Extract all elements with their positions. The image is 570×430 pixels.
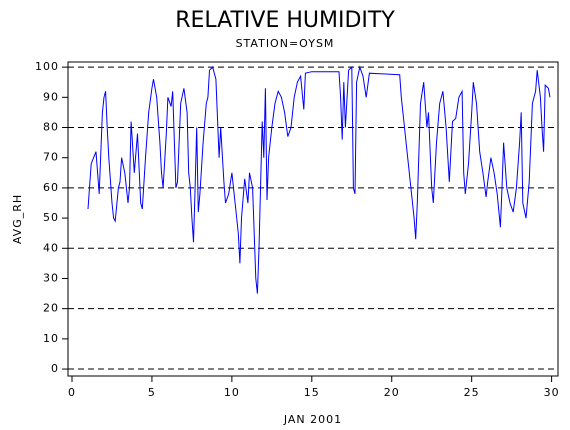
x-tick-label: 25 xyxy=(464,386,480,399)
y-tick-label: 60 xyxy=(43,181,59,194)
x-tick-label: 10 xyxy=(224,386,240,399)
chart-subtitle: STATION=OYSM xyxy=(236,37,335,50)
x-tick-label: 15 xyxy=(304,386,320,399)
y-tick-label: 10 xyxy=(43,332,59,345)
y-tick-label: 100 xyxy=(35,60,59,73)
x-axis-label: JAN 2001 xyxy=(283,413,342,426)
y-tick-label: 0 xyxy=(51,362,59,375)
x-tick-label: 20 xyxy=(384,386,400,399)
x-tick-label: 30 xyxy=(544,386,560,399)
x-tick-label: 0 xyxy=(68,386,76,399)
y-tick-label: 40 xyxy=(43,241,59,254)
x-tick-label: 5 xyxy=(148,386,156,399)
plot-frame xyxy=(67,61,559,377)
y-tick-label: 70 xyxy=(43,151,59,164)
y-tick-label: 20 xyxy=(43,302,59,315)
chart-title: RELATIVE HUMIDITY xyxy=(175,8,395,33)
y-axis-label: AVG_RH xyxy=(11,194,24,244)
y-tick-label: 90 xyxy=(43,90,59,103)
y-tick-label: 80 xyxy=(43,121,59,134)
y-tick-label: 50 xyxy=(43,211,59,224)
data-line xyxy=(87,65,551,294)
y-tick-label: 30 xyxy=(43,271,59,284)
